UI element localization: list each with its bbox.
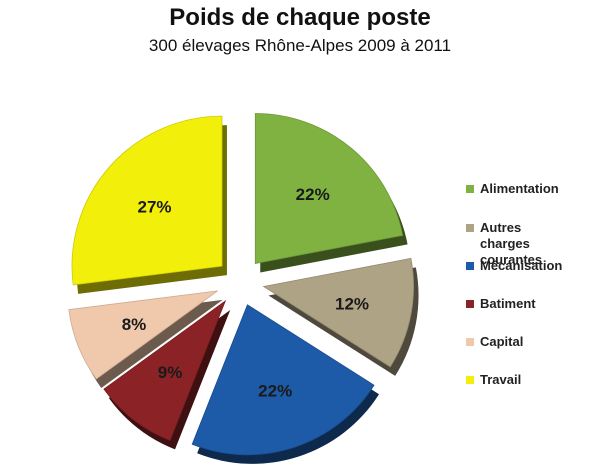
pie-data-label: 8% [122, 315, 147, 334]
pie-slice-face [71, 115, 223, 286]
pie-slice-alimentation: 22% [254, 113, 408, 273]
chart-subtitle: 300 élevages Rhône-Alpes 2009 à 2011 [148, 36, 452, 55]
legend-label: Batiment [480, 296, 536, 311]
pie-slice-autres-charges-courantes: 12% [262, 257, 419, 376]
legend-swatch [466, 262, 474, 270]
legend-label: Capital [480, 334, 524, 349]
legend-item-mecanisation: Mécanisation [466, 258, 562, 274]
legend-label: Travail [480, 372, 522, 387]
pie-data-label: 12% [335, 294, 369, 313]
chart-title: Poids de chaque poste [169, 4, 431, 31]
pie-slice-mecanisation: 22% [191, 304, 380, 464]
pie-data-label: 9% [158, 363, 183, 382]
pie-slice-face [68, 290, 218, 380]
pie-data-label: 27% [137, 198, 171, 217]
legend-label: Alimentation [480, 181, 559, 196]
pie-data-label: 22% [258, 381, 292, 400]
legend-swatch [466, 338, 474, 346]
pie-slice-face [191, 304, 375, 456]
legend-label: Mécanisation [480, 258, 563, 273]
pie-slice-face [103, 299, 227, 441]
legend-swatch [466, 376, 474, 384]
legend-item-autres-charges: Autres charges courantes [466, 220, 562, 268]
pie-data-label: 22% [296, 185, 330, 204]
legend-swatch [466, 300, 474, 308]
pie-slice-face [262, 257, 414, 368]
legend-item-alimentation: Alimentation [466, 181, 559, 197]
legend-item-batiment: Batiment [466, 296, 536, 312]
pie-slice-travail: 27% [71, 115, 227, 294]
pie-slice-batiment: 9% [103, 299, 231, 450]
pie-slice-face [254, 113, 404, 264]
legend-item-travail: Travail [466, 372, 521, 388]
legend-swatch [466, 224, 474, 232]
pie-slice-capital: 8% [68, 290, 223, 388]
legend-label: Autres charges courantes [480, 220, 543, 267]
legend-swatch [466, 185, 474, 193]
legend-item-capital: Capital [466, 334, 523, 350]
